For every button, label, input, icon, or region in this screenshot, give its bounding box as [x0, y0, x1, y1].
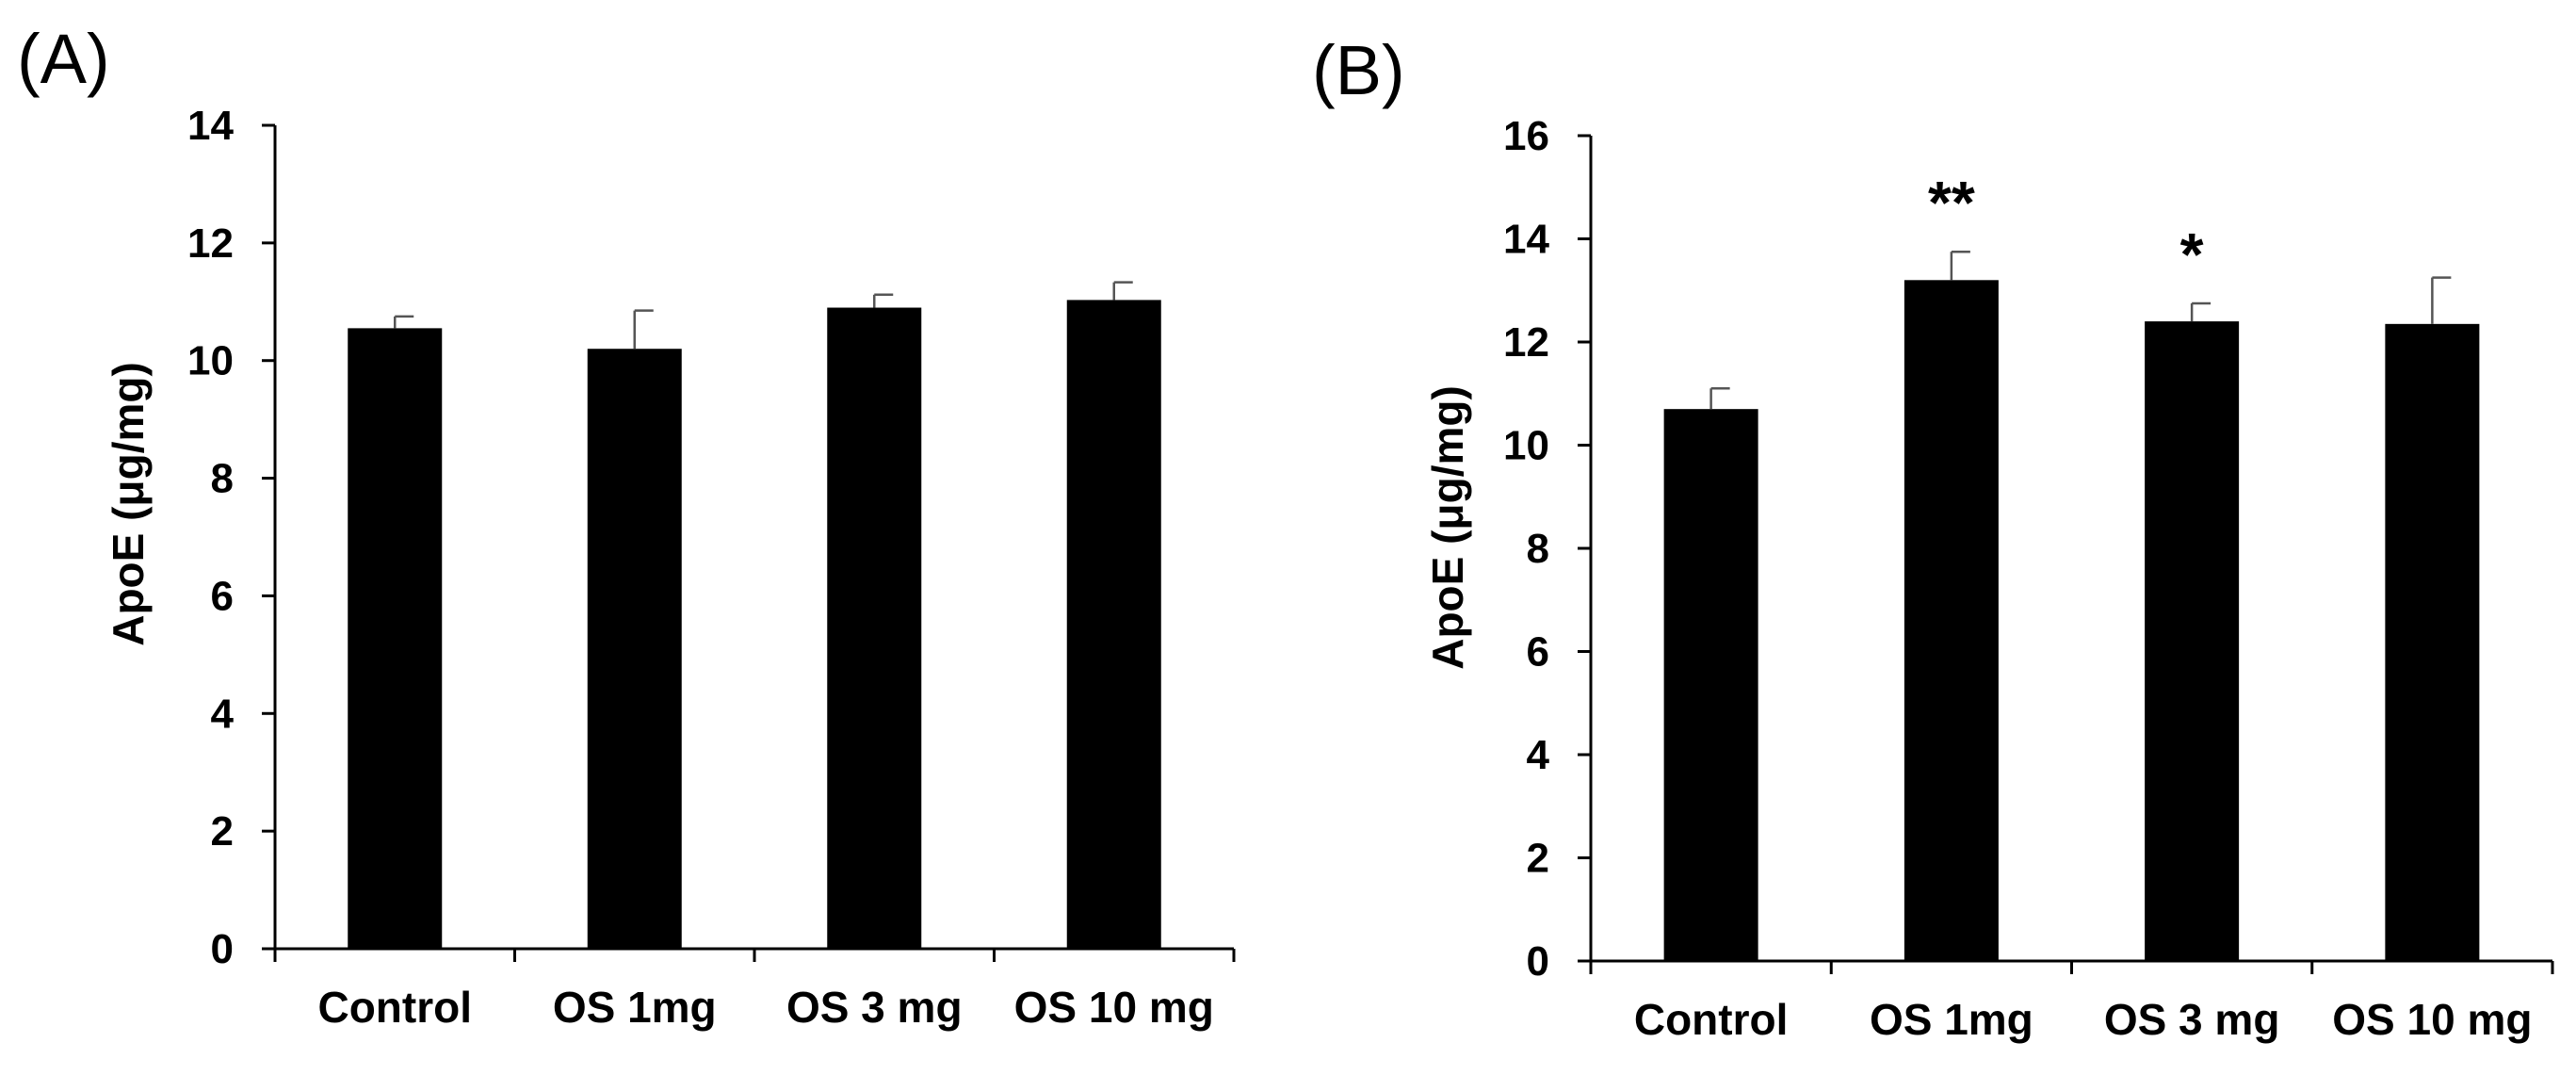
panel-b-marks: 0 2 4 6 8 10 12 14 16 Control OS 1mg ** OS 3 mg * OS 1…	[1503, 113, 2554, 1044]
panel-a-y-tick-label-7: 14	[187, 103, 234, 149]
panel-b-y-tick-label-4: 8	[1527, 526, 1549, 572]
panel-a-bar-3	[1066, 300, 1161, 950]
panel-b-category-label-0: Control	[1634, 995, 1789, 1044]
panel-b-y-tick-label-8: 16	[1503, 113, 1549, 159]
panel-b-significance-2: *	[2180, 220, 2204, 288]
panel-b-bar-0	[1663, 409, 1758, 961]
panel-a-category-label-2: OS 3 mg	[786, 983, 963, 1032]
panel-a-y-tick-label-1: 2	[211, 808, 234, 855]
panel-b-y-tick-label-2: 4	[1527, 732, 1550, 778]
panel-a-category-label-1: OS 1mg	[553, 983, 717, 1032]
panel-a-marks: 0 2 4 6 8 10 12 14 Control OS 1mg OS 3 mg OS 10 mg	[187, 103, 1236, 1032]
panel-b-label: (B)	[1312, 31, 1405, 109]
panel-b-y-axis-title: ApoE (μg/mg)	[1423, 385, 1472, 670]
panel-a-bar-2	[827, 307, 922, 949]
panel-a-category-label-0: Control	[317, 983, 472, 1032]
panel-b-y-tick-label-6: 12	[1503, 319, 1549, 366]
panel-b-y-tick-label-5: 10	[1503, 423, 1549, 469]
panel-a-y-tick-label-4: 8	[211, 456, 234, 502]
panel-a-y-axis-title: ApoE (μg/mg)	[104, 362, 153, 646]
panel-a-y-tick-label-2: 4	[211, 691, 235, 737]
panel-a-label: (A)	[17, 20, 110, 98]
panel-b-bar-3	[2385, 323, 2480, 961]
panel-a-bar-1	[587, 349, 682, 949]
panel-b-y-tick-label-1: 2	[1527, 836, 1549, 882]
panel-b-category-label-3: OS 10 mg	[2332, 995, 2532, 1044]
panel-a: (A) ApoE (μg/mg) 0 2 4 6 8 10 12 14 Control OS 1m…	[17, 20, 1236, 1032]
panel-a-y-tick-label-0: 0	[211, 926, 234, 972]
panel-a-y-tick-label-5: 10	[187, 338, 234, 384]
panel-a-bar-0	[348, 328, 443, 950]
panel-a-category-label-3: OS 10 mg	[1014, 983, 1214, 1032]
panel-b-y-tick-label-7: 14	[1503, 217, 1549, 263]
panel-b-category-label-1: OS 1mg	[1870, 995, 2033, 1044]
panel-a-y-tick-label-6: 12	[187, 220, 234, 267]
panel-b-bar-1	[1904, 280, 1999, 961]
panel-b-category-label-2: OS 3 mg	[2104, 995, 2280, 1044]
panel-b: (B) ApoE (μg/mg) 0 2 4 6 8 10 12 14 16 Control OS …	[1312, 31, 2554, 1044]
panel-a-y-tick-label-3: 6	[211, 573, 234, 619]
panel-b-y-tick-label-3: 6	[1527, 629, 1549, 676]
panel-b-significance-1: **	[1928, 169, 1975, 236]
panel-b-bar-2	[2145, 321, 2240, 962]
panel-b-y-tick-label-0: 0	[1527, 938, 1549, 985]
